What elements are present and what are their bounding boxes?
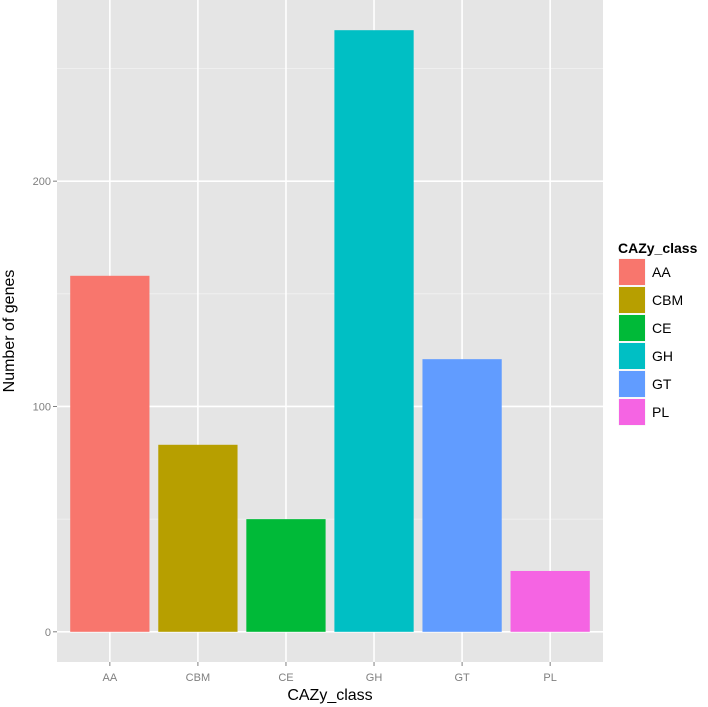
bar-cbm — [158, 444, 238, 632]
legend-swatch-cbm — [619, 287, 645, 313]
legend-label-ce: CE — [652, 320, 671, 336]
legend-swatch-ce — [619, 315, 645, 341]
bar-pl — [510, 570, 590, 632]
legend-swatch-pl — [619, 399, 645, 425]
x-tick-label: PL — [543, 672, 556, 684]
legend-swatch-gh — [619, 343, 645, 369]
bar-gt — [422, 359, 502, 632]
legend-label-aa: AA — [652, 264, 671, 280]
x-axis-title: CAZy_class — [287, 687, 372, 704]
x-axis: AA CBM CE GH GT PL — [102, 662, 557, 684]
bars — [70, 30, 590, 632]
x-tick-label: CBM — [186, 672, 210, 684]
legend-swatch-gt — [619, 371, 645, 397]
legend-label-cbm: CBM — [652, 292, 683, 308]
legend-swatch-aa — [619, 259, 645, 285]
y-tick-label: 200 — [33, 176, 51, 188]
bar-aa — [70, 275, 150, 632]
x-tick-label: CE — [278, 672, 293, 684]
bar-ce — [246, 519, 326, 632]
y-tick-label: 0 — [45, 627, 51, 639]
legend-label-pl: PL — [652, 404, 669, 420]
y-axis-title: Number of genes — [1, 270, 18, 393]
x-tick-label: AA — [102, 672, 117, 684]
legend: CAZy_class AA CBM CE GH GT PL — [617, 240, 698, 427]
x-tick-label: GH — [366, 672, 383, 684]
legend-title: CAZy_class — [618, 240, 698, 256]
bar-gh — [334, 30, 414, 632]
legend-label-gt: GT — [652, 376, 672, 392]
legend-label-gh: GH — [652, 348, 673, 364]
x-tick-label: GT — [454, 672, 470, 684]
y-axis: 0 100 200 — [33, 176, 57, 639]
y-tick-label: 100 — [33, 401, 51, 413]
